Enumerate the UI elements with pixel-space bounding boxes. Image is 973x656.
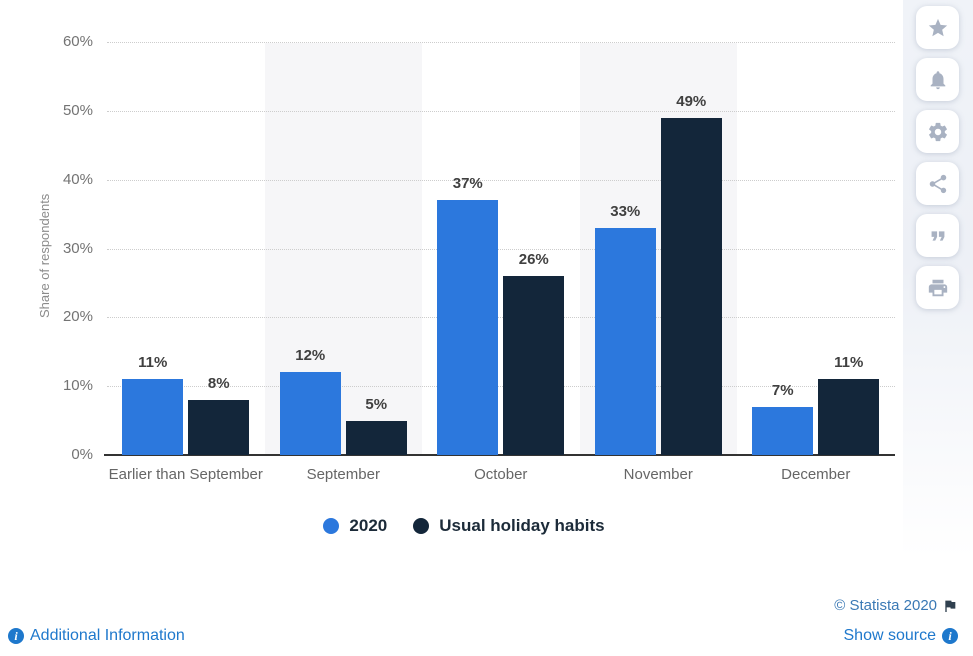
legend-label: Usual holiday habits [439, 516, 605, 535]
share-icon [929, 174, 946, 193]
bar-value-label: 12% [295, 347, 326, 365]
copyright-text: © Statista 2020 [834, 597, 937, 614]
y-gridline [107, 386, 895, 388]
star-icon [928, 18, 947, 36]
y-gridline [107, 179, 895, 181]
y-axis-tick-label: 0% [71, 446, 93, 463]
info-icon: i [8, 628, 24, 644]
y-gridline [107, 248, 895, 250]
bar-2020[interactable] [752, 406, 814, 455]
x-axis-category-label: November [623, 466, 693, 483]
y-gridline [107, 42, 895, 43]
y-axis-tick-label: 10% [62, 377, 93, 395]
y-axis-tick-label: 50% [62, 101, 93, 119]
bar-2020[interactable] [437, 200, 499, 455]
x-axis-category-label: December [781, 466, 851, 483]
legend-dot [323, 518, 340, 534]
bar-value-label: 33% [610, 202, 641, 220]
bar-2020[interactable] [279, 372, 341, 455]
y-axis-tick-label: 60% [62, 33, 93, 50]
x-axis-line [104, 454, 895, 456]
y-axis-title: Share of respondents [37, 193, 52, 318]
show-source-link[interactable]: Show source i [843, 627, 958, 645]
legend-item[interactable]: 2020 [323, 516, 387, 536]
quote-icon [931, 230, 944, 241]
legend-label: 2020 [349, 516, 388, 535]
y-gridline [107, 317, 895, 319]
bar-value-label: 37% [452, 175, 483, 193]
gear-button[interactable] [916, 110, 959, 153]
bar-usual-holiday-habits[interactable] [503, 276, 565, 455]
y-gridline [107, 110, 895, 112]
bar-value-label: 11% [138, 354, 168, 372]
x-axis-category-label: Earlier than September [108, 466, 263, 483]
bar-value-label: 5% [365, 395, 388, 413]
y-axis-tick-label: 40% [62, 170, 93, 188]
bar-usual-holiday-habits[interactable] [660, 117, 722, 455]
bar-usual-holiday-habits[interactable] [188, 399, 250, 455]
bar-value-label: 49% [676, 92, 707, 110]
y-axis-tick-label: 20% [62, 308, 93, 326]
side-toolbar [903, 0, 973, 656]
show-source-label: Show source [843, 627, 937, 644]
bar-value-label: 7% [771, 381, 794, 399]
bar-2020[interactable] [122, 379, 184, 455]
copyright-notice: © Statista 2020 [834, 597, 958, 614]
bar-value-label: 26% [518, 251, 549, 269]
print-icon [928, 279, 947, 296]
star-button[interactable] [916, 6, 959, 49]
legend-item[interactable]: Usual holiday habits [413, 516, 605, 536]
bar-usual-holiday-habits[interactable] [818, 379, 880, 455]
bell-icon [930, 70, 945, 89]
quote-button[interactable] [916, 214, 959, 257]
x-axis-category-label: October [474, 466, 528, 483]
bar-2020[interactable] [594, 227, 656, 455]
legend-dot [413, 518, 430, 534]
chart-legend: 2020 Usual holiday habits [34, 516, 894, 536]
info-icon: i [942, 628, 958, 644]
bell-button[interactable] [916, 58, 959, 101]
additional-information-label: Additional Information [30, 627, 185, 644]
gear-icon [928, 122, 947, 141]
bar-usual-holiday-habits[interactable] [345, 420, 407, 455]
flag-icon [945, 600, 956, 612]
bar-value-label: 11% [834, 354, 864, 372]
additional-information-link[interactable]: i Additional Information [8, 627, 185, 645]
bar-value-label: 8% [207, 374, 230, 392]
x-axis-category-label: September [306, 466, 380, 483]
print-button[interactable] [916, 266, 959, 309]
share-button[interactable] [916, 162, 959, 205]
y-axis-tick-label: 30% [62, 239, 93, 257]
